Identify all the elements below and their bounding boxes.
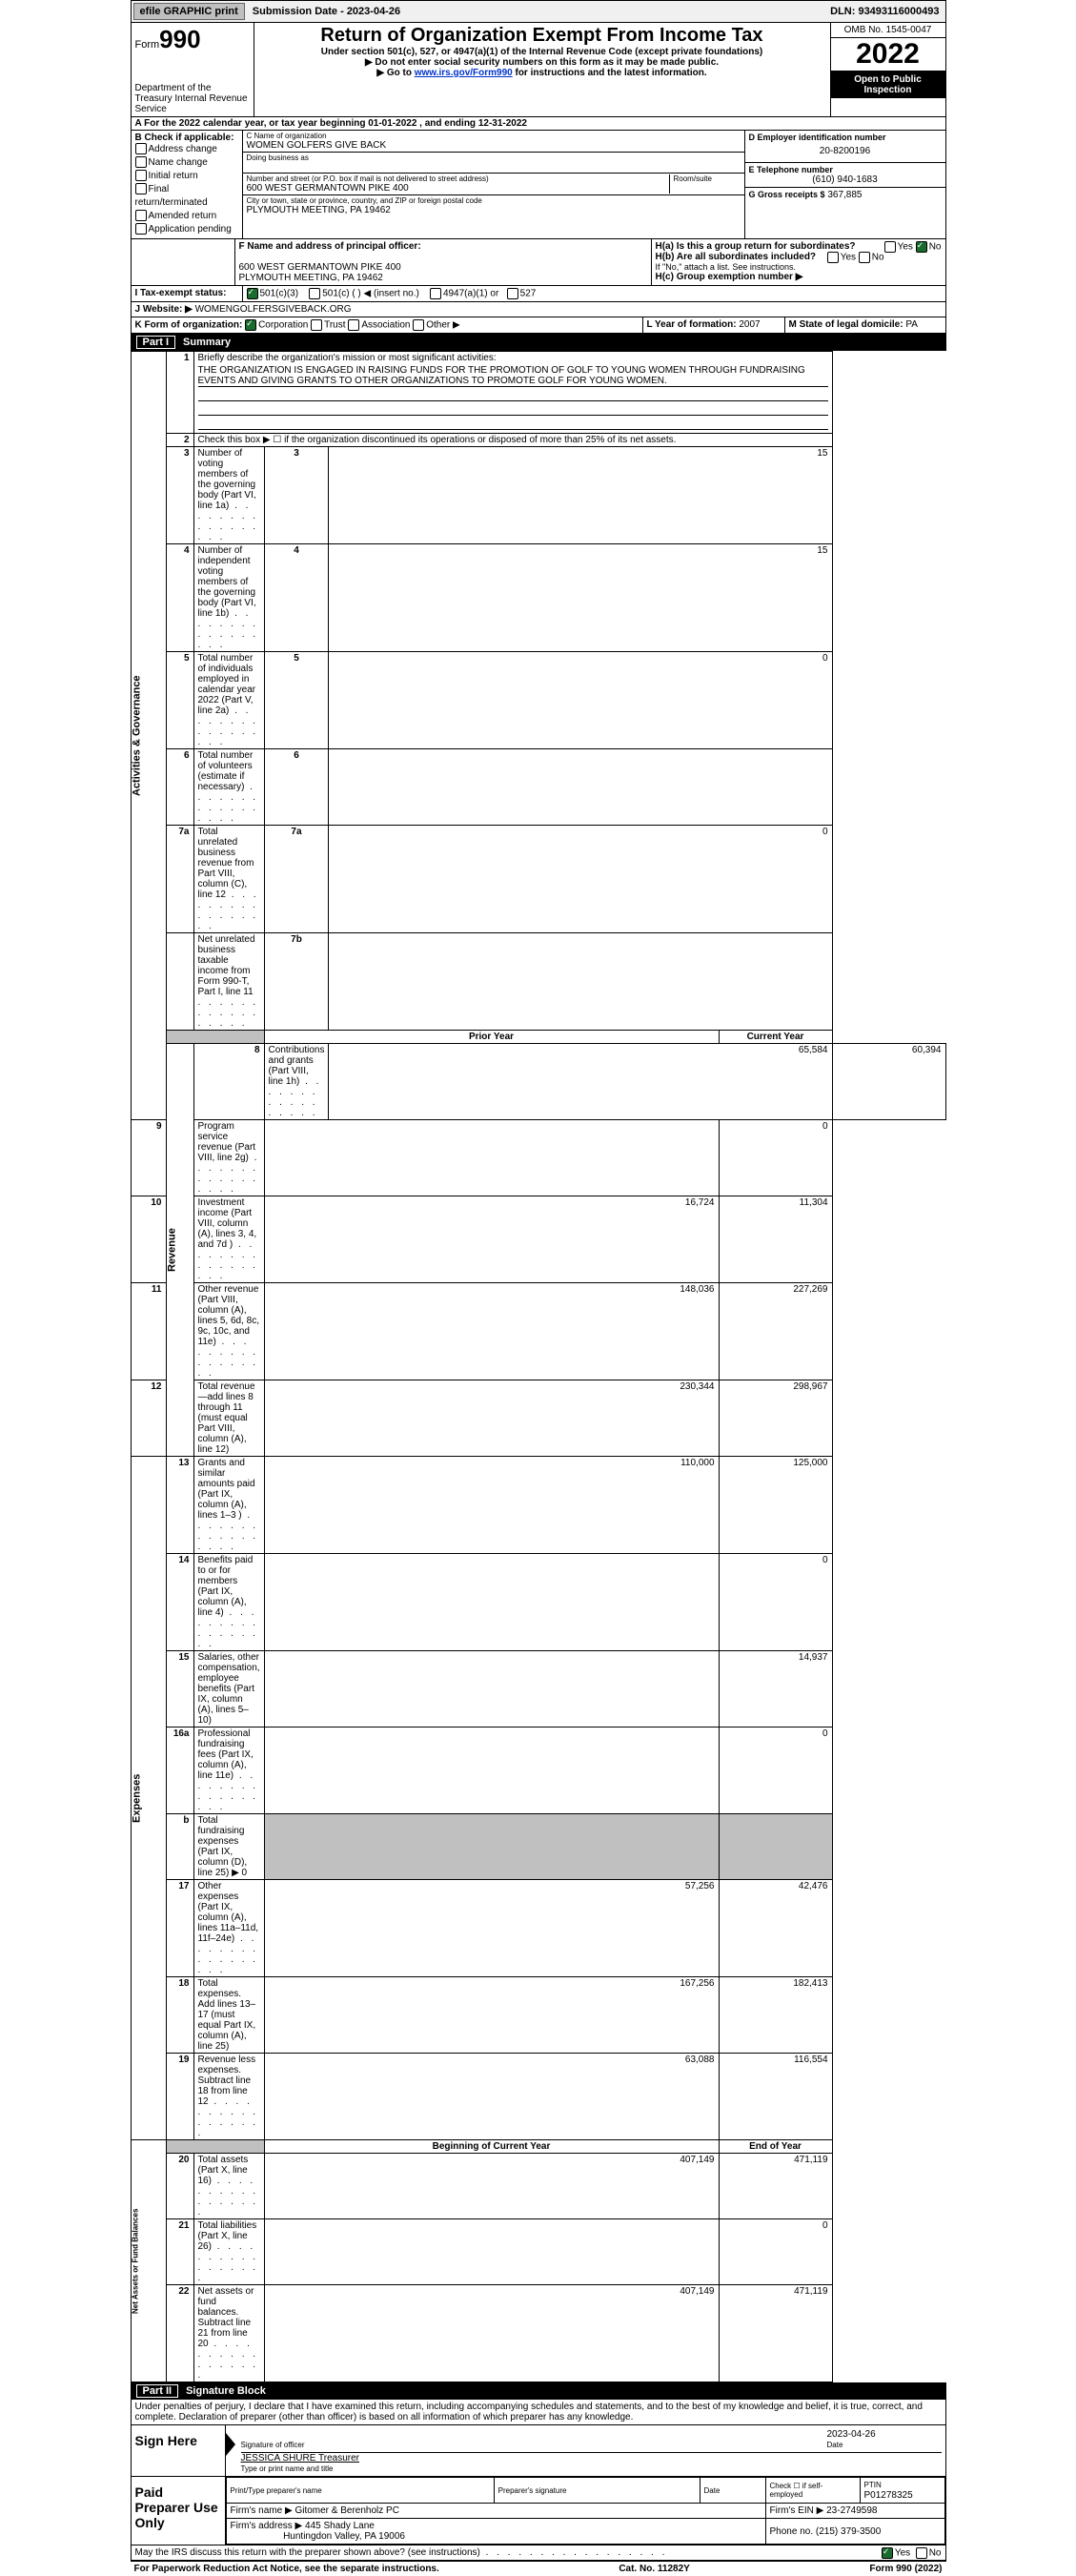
irs-link[interactable]: www.irs.gov/Form990 bbox=[415, 68, 513, 78]
summary-table: Activities & Governance 1 Briefly descri… bbox=[131, 351, 946, 2382]
section-b-c-d: B Check if applicable: Address change Na… bbox=[131, 131, 946, 239]
omb-number: OMB No. 1545-0047 bbox=[831, 23, 945, 38]
phone: (610) 940-1683 bbox=[749, 174, 942, 185]
box-b: B Check if applicable: Address change Na… bbox=[132, 131, 243, 238]
irs-discuss: May the IRS discuss this return with the… bbox=[131, 2545, 946, 2561]
org-city: PLYMOUTH MEETING, PA 19462 bbox=[247, 205, 741, 215]
form-header: Form990 Department of the Treasury Inter… bbox=[131, 23, 946, 117]
box-c: C Name of organization WOMEN GOLFERS GIV… bbox=[243, 131, 744, 238]
row-a-period: A For the 2022 calendar year, or tax yea… bbox=[131, 117, 946, 131]
dln: DLN: 93493116000493 bbox=[830, 6, 944, 17]
arrow-icon bbox=[226, 2433, 235, 2456]
firm-name: Gitomer & Berenholz PC bbox=[294, 2505, 399, 2516]
form-subtitle: Under section 501(c), 527, or 4947(a)(1)… bbox=[258, 47, 826, 57]
vlabel-governance: Activities & Governance bbox=[131, 352, 166, 1120]
form-title: Return of Organization Exempt From Incom… bbox=[258, 25, 826, 47]
page-footer: For Paperwork Reduction Act Notice, see … bbox=[131, 2561, 946, 2576]
penalty-text: Under penalties of perjury, I declare th… bbox=[131, 2400, 946, 2424]
open-public: Open to Public Inspection bbox=[831, 72, 945, 98]
signature-block: Sign Here Signature of officer 2023-04-2… bbox=[131, 2424, 946, 2545]
paid-preparer-label: Paid Preparer Use Only bbox=[132, 2477, 226, 2545]
mission-text: THE ORGANIZATION IS ENGAGED IN RAISING F… bbox=[198, 365, 828, 387]
officer-name: JESSICA SHURE Treasurer bbox=[241, 2453, 359, 2464]
tax-year: 2022 bbox=[831, 38, 945, 72]
section-f-h: F Name and address of principal officer:… bbox=[131, 239, 946, 286]
box-d-e-g: D Employer identification number 20-8200… bbox=[744, 131, 945, 238]
vlabel-expenses: Expenses bbox=[131, 1457, 166, 2140]
dept-label: Department of the Treasury Internal Reve… bbox=[135, 83, 250, 114]
preparer-table: Print/Type preparer's name Preparer's si… bbox=[226, 2477, 945, 2545]
sign-here-label: Sign Here bbox=[132, 2425, 226, 2476]
website: WOMENGOLFERSGIVEBACK.ORG bbox=[195, 304, 352, 315]
note-link: ▶ Go to www.irs.gov/Form990 for instruct… bbox=[258, 68, 826, 78]
gross-receipts: 367,885 bbox=[827, 190, 862, 200]
org-name: WOMEN GOLFERS GIVE BACK bbox=[247, 140, 741, 151]
part2-header: Part II Signature Block bbox=[131, 2382, 946, 2400]
row-i: I Tax-exempt status: 501(c)(3) 501(c) ( … bbox=[131, 286, 946, 302]
efile-button[interactable]: efile GRAPHIC print bbox=[133, 3, 245, 20]
vlabel-revenue: Revenue bbox=[166, 1044, 193, 1457]
submission-date: Submission Date - 2023-04-26 bbox=[247, 6, 406, 17]
ein: 20-8200196 bbox=[749, 142, 942, 160]
row-k-l-m: K Form of organization: Corporation Trus… bbox=[131, 317, 946, 334]
vlabel-netassets: Net Assets or Fund Balances bbox=[131, 2140, 166, 2382]
row-j: J Website: ▶ WOMENGOLFERSGIVEBACK.ORG bbox=[131, 302, 946, 317]
topbar: efile GRAPHIC print Submission Date - 20… bbox=[131, 0, 946, 23]
part1-header: Part I Summary bbox=[131, 334, 946, 351]
org-address: 600 WEST GERMANTOWN PIKE 400 bbox=[247, 183, 669, 194]
form-number: Form990 bbox=[135, 25, 250, 54]
note-ssn: ▶ Do not enter social security numbers o… bbox=[258, 57, 826, 68]
